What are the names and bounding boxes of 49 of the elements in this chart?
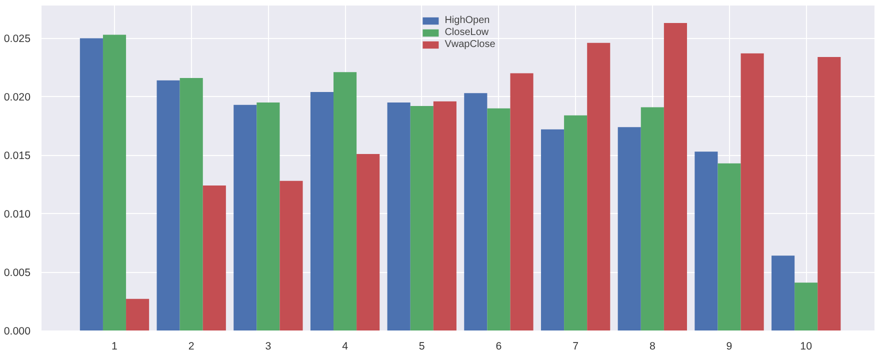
bar: [640, 107, 664, 330]
bar: [772, 256, 795, 330]
bar: [202, 186, 226, 330]
y-tick-label: 0.020: [4, 92, 31, 104]
x-tick-label: 4: [342, 340, 348, 352]
bar: [156, 80, 180, 330]
bar: [464, 93, 488, 330]
y-tick-label: 0.000: [4, 326, 31, 338]
x-tick-label: 10: [800, 340, 812, 352]
bar: [618, 127, 641, 330]
bar: [740, 53, 764, 330]
y-tick-label: 0.015: [4, 150, 31, 162]
x-tick-label: 1: [112, 340, 118, 352]
y-tick-label: 0.005: [4, 267, 31, 280]
bar: [564, 115, 588, 330]
x-tick-label: 2: [188, 340, 194, 352]
bar: [587, 42, 610, 330]
bar: [180, 78, 203, 330]
x-tick-label: 8: [649, 340, 656, 352]
x-tick-label: 7: [572, 340, 579, 352]
bar: [310, 92, 334, 330]
x-tick-label: 3: [265, 340, 272, 352]
legend-label: VwapClose: [444, 39, 496, 50]
x-tick-label: 6: [496, 340, 502, 352]
bar: [256, 102, 280, 330]
bar: [510, 73, 534, 330]
x-tick-label: 5: [418, 340, 425, 352]
bar: [126, 298, 150, 330]
bar: [433, 101, 456, 330]
bar: [80, 38, 103, 330]
bar: [356, 154, 380, 330]
bar: [334, 72, 357, 330]
bar: [487, 108, 510, 330]
bar: [794, 282, 818, 330]
y-tick-label: 0.010: [4, 208, 31, 221]
legend-label: CloseLow: [444, 27, 489, 38]
legend-label: HighOpen: [444, 15, 490, 26]
bar: [664, 23, 687, 330]
bar: [410, 106, 434, 330]
bar: [387, 102, 410, 330]
x-tick-label: 9: [726, 340, 732, 352]
bar: [280, 180, 303, 330]
bar: [540, 129, 564, 330]
bar: [718, 163, 741, 330]
bar: [234, 104, 257, 330]
y-tick-label: 0.025: [4, 33, 31, 46]
bar: [818, 56, 841, 330]
bar: [102, 34, 126, 330]
bar: [694, 152, 718, 330]
